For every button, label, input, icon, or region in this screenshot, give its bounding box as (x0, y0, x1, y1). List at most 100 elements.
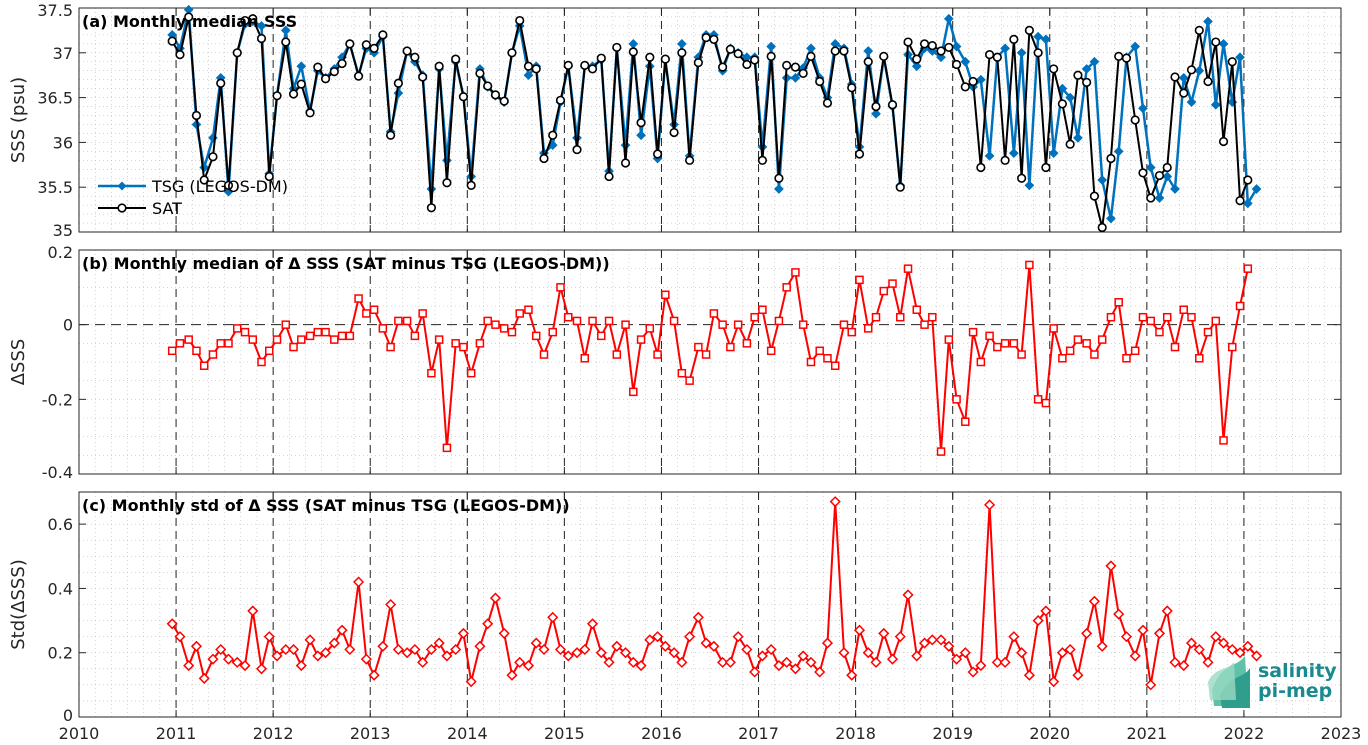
data-point (967, 666, 979, 678)
data-point (530, 637, 542, 649)
data-point (999, 656, 1011, 668)
data-point (660, 54, 670, 64)
data-point (765, 643, 777, 656)
data-point (878, 627, 890, 639)
data-point (522, 660, 535, 672)
data-point (985, 331, 994, 341)
data-point (886, 653, 899, 665)
data-point (1057, 99, 1067, 109)
axes-box (78, 491, 1342, 718)
data-point (538, 643, 550, 656)
data-point (167, 346, 177, 356)
data-point (652, 631, 664, 643)
data-point (1161, 605, 1173, 617)
data-point (1194, 65, 1205, 76)
data-point (255, 663, 268, 675)
data-point (515, 15, 525, 26)
data-point (1106, 312, 1116, 322)
data-point (894, 631, 906, 643)
data-point (766, 51, 776, 61)
data-point (1130, 41, 1141, 52)
y-tick-label: -0.2 (42, 390, 73, 409)
series-dstd (166, 496, 1263, 691)
data-point (1073, 335, 1083, 344)
data-point (806, 357, 816, 367)
data-point (280, 25, 291, 36)
data-point (888, 279, 897, 288)
data-point (207, 653, 219, 665)
data-point (386, 342, 395, 352)
data-point (385, 598, 397, 611)
x-tick-label: 2014 (447, 724, 488, 743)
data-point (604, 171, 614, 182)
data-point (636, 118, 646, 128)
x-tick-label: 2018 (835, 724, 876, 743)
data-point (531, 331, 541, 341)
data-point (1105, 560, 1117, 572)
data-point (669, 316, 679, 326)
data-point (774, 173, 784, 183)
data-point (1120, 631, 1133, 643)
y-tick-label: 36.5 (37, 89, 73, 108)
data-point (320, 647, 332, 659)
data-point (353, 576, 365, 588)
data-point (1155, 327, 1164, 337)
data-point (854, 149, 865, 159)
data-point (718, 320, 727, 329)
data-point (369, 43, 379, 53)
data-point (984, 49, 995, 60)
data-point (1210, 99, 1221, 110)
data-point (555, 95, 566, 105)
data-point (224, 339, 233, 348)
data-point (378, 324, 388, 333)
data-point (222, 653, 235, 665)
data-point (354, 294, 363, 303)
data-point (1234, 647, 1246, 659)
data-point (1203, 16, 1213, 27)
data-point (524, 305, 533, 314)
data-point (635, 660, 647, 672)
data-point (232, 48, 242, 58)
data-point (426, 203, 436, 213)
x-tick-label: 2021 (1126, 724, 1167, 743)
data-point (1017, 173, 1027, 183)
y-tick-label: 0 (63, 316, 73, 335)
data-point (1187, 312, 1196, 322)
data-point (281, 320, 291, 329)
data-point (927, 41, 937, 51)
data-point (571, 647, 583, 659)
data-point (830, 46, 840, 56)
data-point (223, 180, 234, 191)
data-point (912, 305, 922, 314)
data-point (1009, 34, 1019, 44)
data-point (393, 78, 403, 88)
panel-b-monthly-median-delta-sss: -0.4 -0.2 0 0.2 ΔSSS (b) Monthly median of Δ … (8, 243, 1342, 482)
data-point (1193, 643, 1205, 656)
data-point (693, 58, 703, 68)
data-point (586, 618, 599, 630)
data-point (1179, 305, 1188, 314)
data-point (829, 496, 841, 508)
data-point (984, 499, 996, 511)
data-point (287, 643, 300, 656)
data-point (353, 71, 364, 81)
data-point (264, 171, 274, 182)
data-point (434, 61, 444, 71)
data-point (344, 643, 356, 656)
data-point (677, 368, 687, 378)
data-point (645, 324, 655, 333)
x-tick-label: 2016 (641, 724, 682, 743)
data-point (805, 656, 817, 668)
data-point (782, 283, 791, 292)
data-point (943, 640, 955, 652)
data-point (611, 640, 623, 652)
data-point (1154, 193, 1165, 203)
data-point (489, 592, 502, 604)
data-point (870, 656, 882, 668)
data-point (1250, 650, 1263, 662)
data-point (1081, 627, 1093, 639)
data-point (305, 331, 315, 341)
data-point (289, 342, 298, 352)
data-point (475, 68, 485, 79)
data-point (554, 643, 567, 656)
